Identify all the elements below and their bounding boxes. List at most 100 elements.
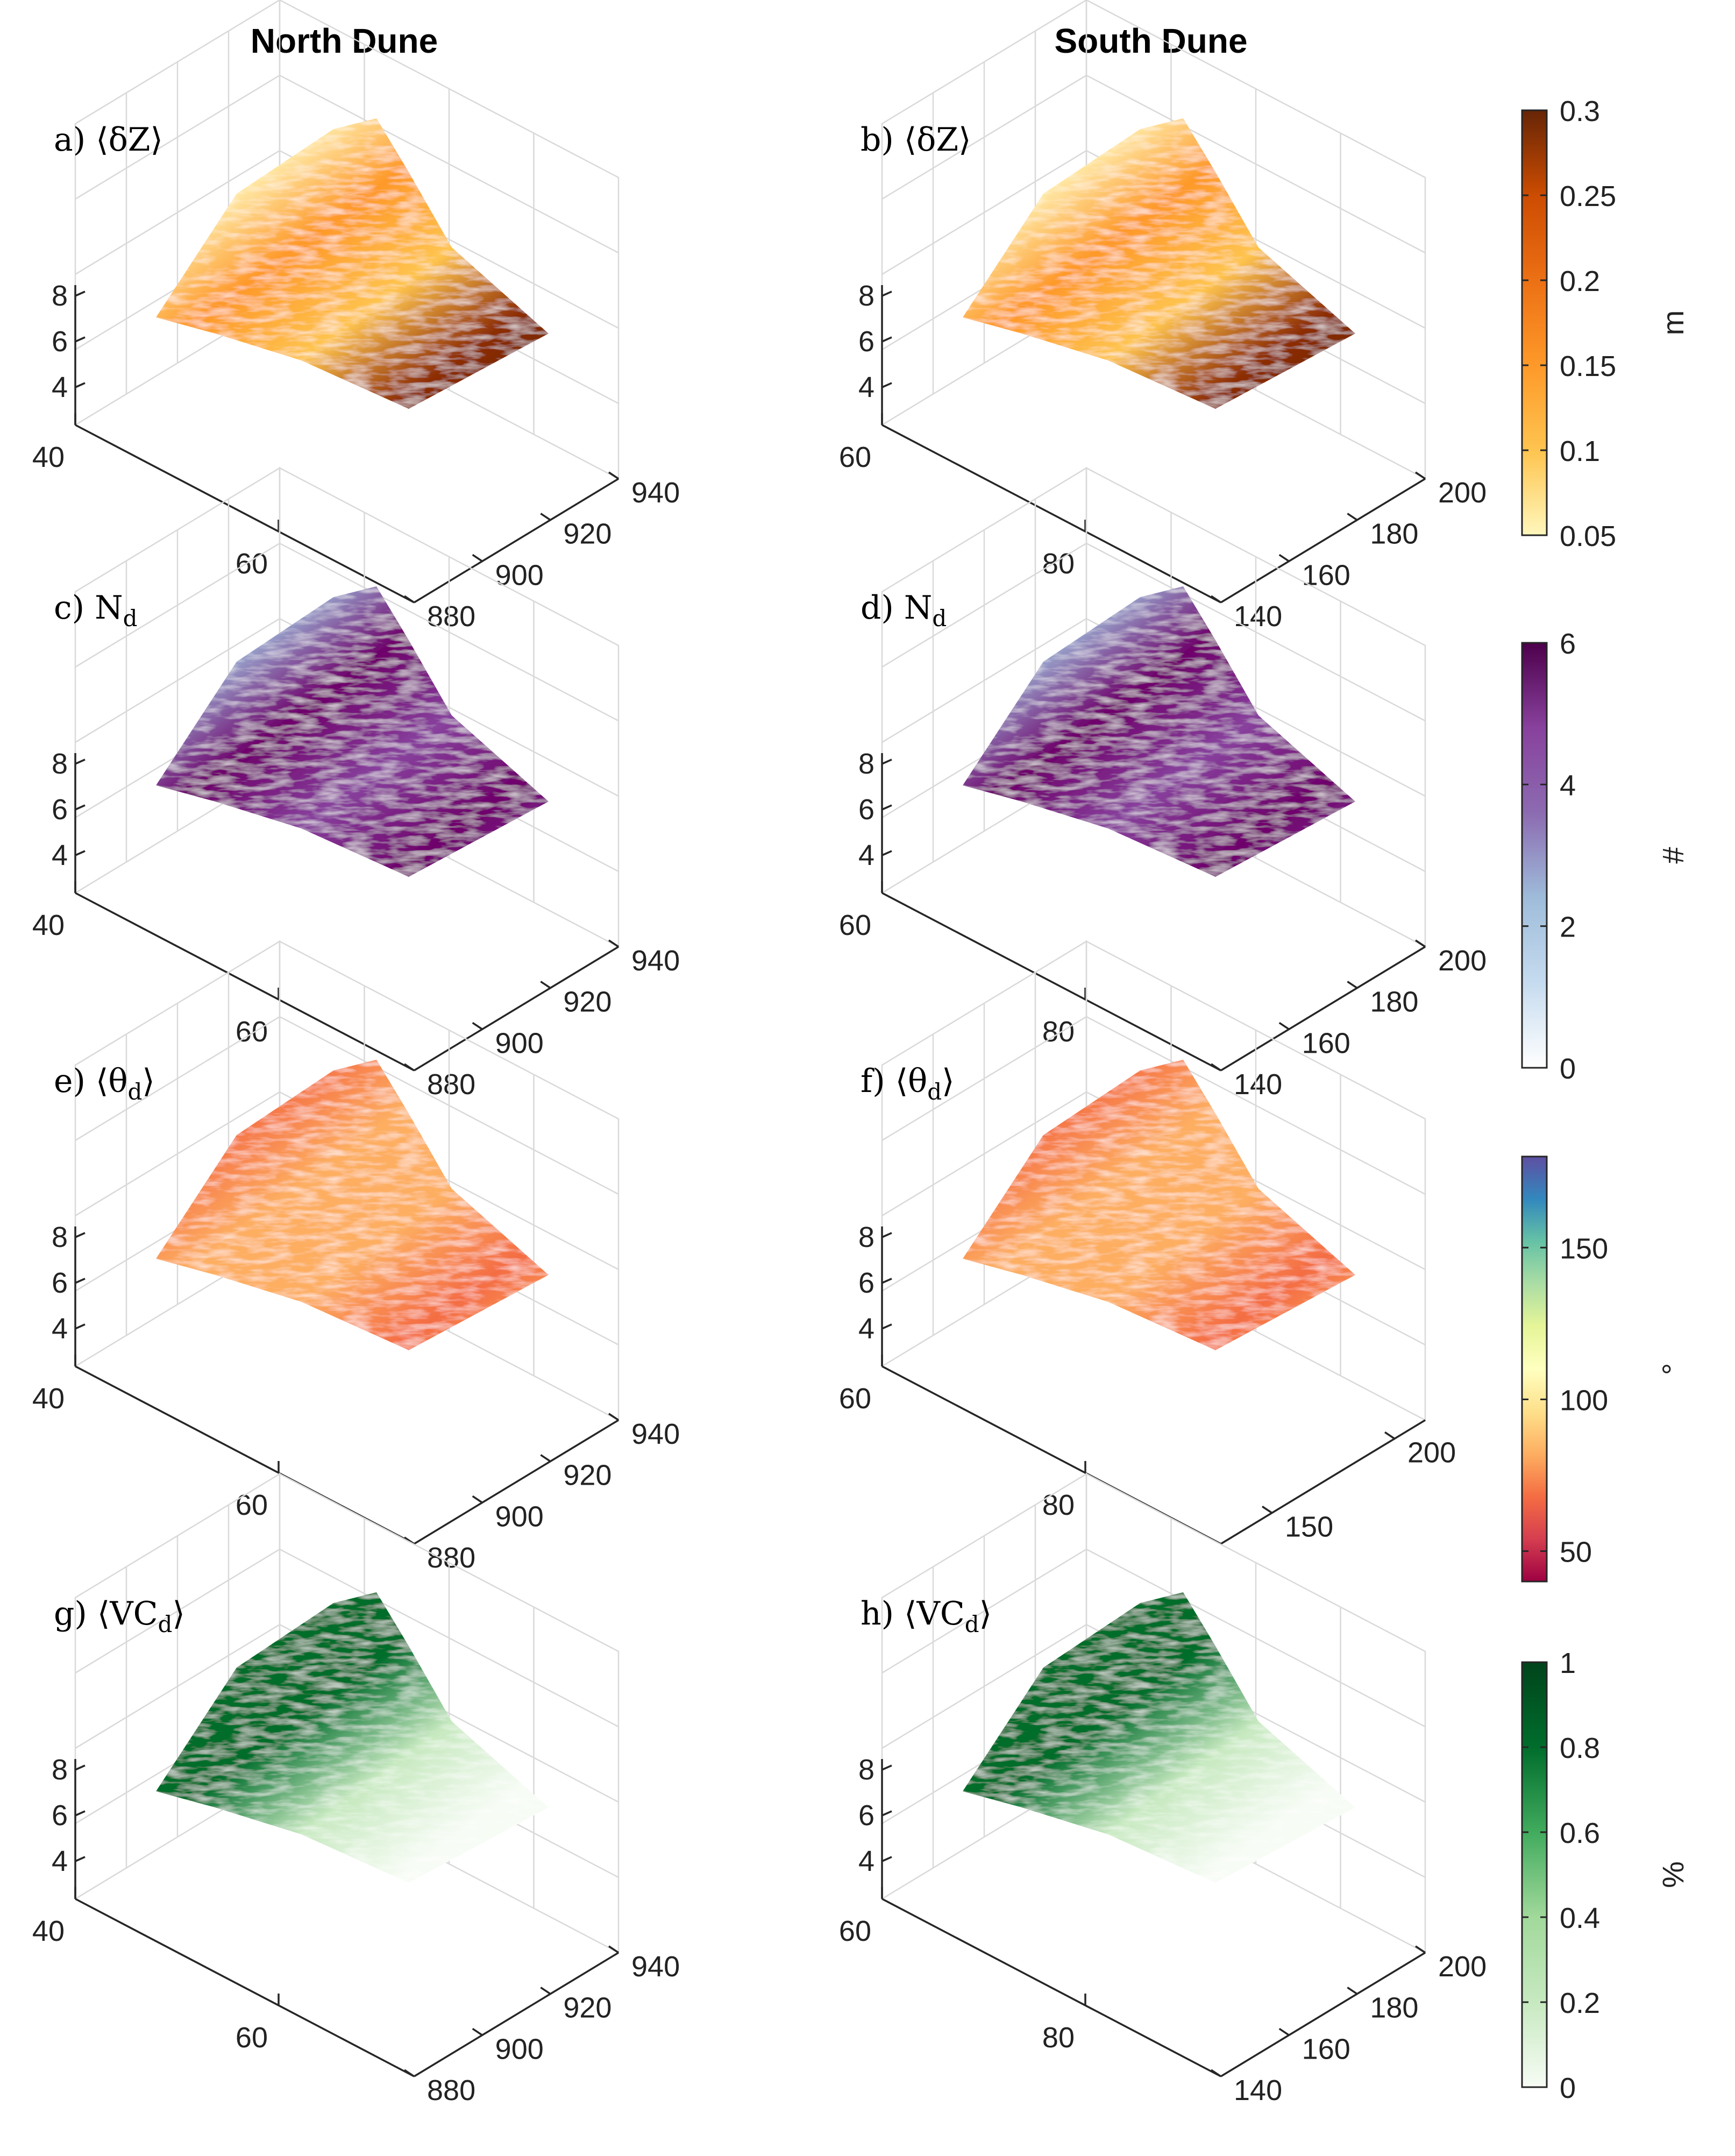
z-tick-label: 8 xyxy=(858,1754,874,1786)
colorbar-tick-label: 0.2 xyxy=(1560,265,1600,297)
y-tick-label: 160 xyxy=(1302,2033,1350,2065)
colorbar-tick-label: 0.6 xyxy=(1560,1817,1600,1849)
y-tick-label: 940 xyxy=(631,1418,680,1450)
y-tick-label: 880 xyxy=(427,600,475,633)
colorbars: 0.3 0.25 0.2 0.15 0.1 0.05 m 6 4 2 0 #150 100 50 ° 1 0.8… xyxy=(1521,95,1690,2104)
z-tick-label: 6 xyxy=(858,1267,874,1299)
z-tick-label: 4 xyxy=(858,1845,874,1877)
x-tick-label: 80 xyxy=(1042,1016,1075,1048)
panel-a: 4 6 8 40 60 880 900 920 940 a) ⟨δZ⟩ xyxy=(32,0,680,633)
surface-fill xyxy=(963,118,1355,409)
surface xyxy=(156,118,549,409)
y-tick-label: 200 xyxy=(1407,1437,1456,1469)
colorbar-vc: 1 0.8 0.6 0.4 0.2 0% xyxy=(1521,1647,1690,2104)
y-tick-label: 900 xyxy=(495,559,544,591)
colorbar-tick-label: 1 xyxy=(1560,1647,1576,1679)
x-tick-label: 80 xyxy=(1042,1489,1075,1521)
x-tick-label: 60 xyxy=(236,548,268,580)
panel-label: a) ⟨δZ⟩ xyxy=(54,121,163,159)
y-tick-label: 900 xyxy=(495,1500,544,1533)
y-tick-label: 150 xyxy=(1285,1511,1333,1543)
z-tick-label: 6 xyxy=(858,325,874,358)
colorbar-gradient xyxy=(1521,109,1548,536)
colorbar-tick-label: 0.3 xyxy=(1560,95,1600,127)
column-title-south: South Dune xyxy=(1054,22,1247,60)
z-tick-label: 8 xyxy=(858,748,874,780)
axes: 4 6 8 40 60 880 900 920 940 xyxy=(32,1754,680,2107)
surface xyxy=(156,1592,549,1883)
z-tick-label: 4 xyxy=(858,1313,874,1345)
panel-f: 4 6 8 60 80 150 200 f) ⟨θd⟩ xyxy=(839,940,1456,1545)
panel-g: 4 6 8 40 60 880 900 920 940 g) ⟨VCd⟩ xyxy=(32,1472,680,2107)
y-tick-label: 160 xyxy=(1302,559,1350,591)
y-tick-label: 200 xyxy=(1438,477,1487,509)
y-tick-label: 180 xyxy=(1370,986,1418,1018)
axes: 4 6 8 60 80 140 160 180 200 xyxy=(839,748,1487,1101)
z-tick-label: 6 xyxy=(52,325,68,358)
z-tick-label: 4 xyxy=(858,839,874,871)
colorbar-tick-label: 2 xyxy=(1560,911,1576,944)
colorbar-tick-label: 0.1 xyxy=(1560,435,1600,467)
colorbar-tick-label: 0.2 xyxy=(1560,1987,1600,2019)
colorbar-tick-label: 150 xyxy=(1560,1232,1608,1265)
surface xyxy=(156,586,549,877)
colorbar-tick-label: 6 xyxy=(1560,628,1576,660)
y-tick-label: 160 xyxy=(1302,1027,1350,1059)
colorbar-unit: # xyxy=(1656,847,1690,863)
x-tick-label: 60 xyxy=(236,1489,268,1521)
x-tick-label: 40 xyxy=(32,441,65,473)
y-tick-label: 880 xyxy=(427,1068,475,1101)
x-tick-label: 60 xyxy=(236,1016,268,1048)
colorbar-tick-label: 0.15 xyxy=(1560,350,1616,382)
colorbar-tick-label: 0.25 xyxy=(1560,180,1616,212)
axes: 4 6 8 40 60 880 900 920 940 xyxy=(32,748,680,1101)
y-tick-label: 200 xyxy=(1438,1951,1487,1983)
panel-h: 4 6 8 60 80 140 160 180 200 h) ⟨VCd⟩ xyxy=(839,1472,1487,2107)
colorbar-theta: 150 100 50 ° xyxy=(1521,1155,1690,1583)
colorbar-unit: ° xyxy=(1656,1363,1690,1375)
y-tick-label: 940 xyxy=(631,477,680,509)
x-tick-label: 40 xyxy=(32,909,65,941)
surface-fill xyxy=(156,1592,549,1883)
z-tick-label: 4 xyxy=(52,839,68,871)
z-tick-label: 8 xyxy=(52,280,68,312)
z-tick-label: 8 xyxy=(52,1221,68,1253)
y-tick-label: 140 xyxy=(1234,600,1282,633)
axes: 4 6 8 60 80 140 160 180 200 xyxy=(839,280,1487,633)
panel-label: h) ⟨VCd⟩ xyxy=(861,1595,992,1637)
x-tick-label: 40 xyxy=(32,1382,65,1415)
x-tick-label: 80 xyxy=(1042,548,1075,580)
y-tick-label: 180 xyxy=(1370,1992,1418,2024)
panel-label: f) ⟨θd⟩ xyxy=(861,1062,955,1105)
colorbar-dz: 0.3 0.25 0.2 0.15 0.1 0.05 m xyxy=(1521,95,1690,552)
y-tick-label: 140 xyxy=(1234,1068,1282,1101)
y-tick-label: 880 xyxy=(427,1542,475,1574)
surface xyxy=(963,586,1355,877)
panel-b: 4 6 8 60 80 140 160 180 200 b) ⟨δZ⟩ xyxy=(839,0,1487,633)
y-tick-label: 920 xyxy=(563,986,611,1018)
colorbar-gradient xyxy=(1521,1661,1548,2088)
axes: 4 6 8 60 80 140 160 180 200 xyxy=(839,1754,1487,2107)
panel-label: e) ⟨θd⟩ xyxy=(54,1062,155,1105)
colorbar-tick-label: 0 xyxy=(1560,2072,1576,2104)
z-tick-label: 6 xyxy=(52,1799,68,1832)
x-tick-label: 40 xyxy=(32,1915,65,1947)
surface-fill xyxy=(963,1592,1355,1883)
axes: 4 6 8 40 60 880 900 920 940 xyxy=(32,280,680,633)
surface xyxy=(963,1060,1355,1350)
column-title-north: North Dune xyxy=(251,22,438,60)
surface xyxy=(963,118,1355,409)
colorbar-unit: m xyxy=(1656,310,1690,336)
panel-label: c) Nd xyxy=(54,589,137,632)
x-tick-label: 60 xyxy=(839,1382,871,1415)
panel-label: b) ⟨δZ⟩ xyxy=(861,121,971,159)
surface xyxy=(156,1060,549,1350)
y-tick-label: 180 xyxy=(1370,518,1418,550)
colorbar-tick-label: 100 xyxy=(1560,1384,1608,1416)
y-tick-label: 900 xyxy=(495,2033,544,2065)
y-tick-label: 200 xyxy=(1438,945,1487,977)
colorbar-unit: % xyxy=(1656,1861,1690,1888)
z-tick-label: 6 xyxy=(858,793,874,826)
surface-fill xyxy=(963,586,1355,877)
